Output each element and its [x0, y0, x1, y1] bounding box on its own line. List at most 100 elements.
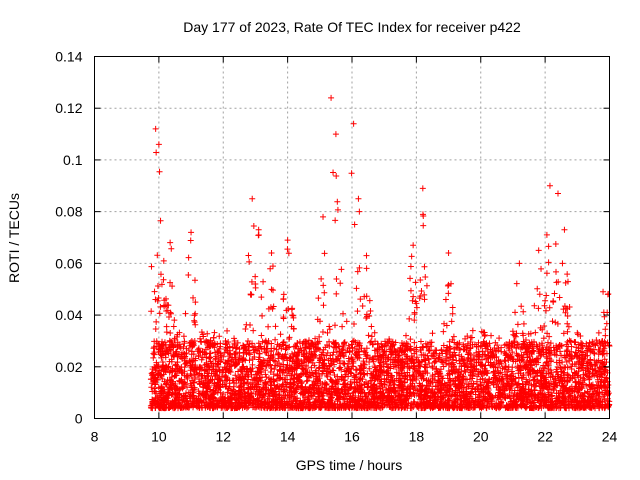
data-point — [169, 283, 176, 290]
data-point — [407, 275, 414, 282]
data-point — [318, 275, 325, 282]
data-point — [294, 356, 301, 363]
data-point — [180, 333, 187, 340]
data-point — [518, 303, 525, 310]
data-point — [280, 315, 287, 322]
data-point — [311, 390, 318, 397]
data-point — [545, 243, 552, 250]
data-point — [334, 198, 341, 205]
data-point — [160, 276, 167, 283]
data-point — [280, 295, 287, 302]
data-point — [512, 309, 519, 316]
data-point — [171, 317, 178, 324]
data-point — [185, 271, 192, 278]
data-point — [332, 217, 339, 224]
data-point — [442, 296, 449, 303]
data-point — [217, 340, 224, 347]
data-point — [514, 321, 521, 328]
data-point — [553, 268, 560, 275]
data-point — [277, 331, 284, 338]
data-point — [286, 335, 293, 342]
data-point — [152, 326, 159, 333]
data-point — [333, 172, 340, 179]
data-point — [267, 265, 274, 272]
data-point — [363, 265, 370, 272]
data-point — [349, 338, 356, 345]
data-point — [191, 317, 198, 324]
data-point — [408, 253, 415, 260]
data-point — [246, 258, 253, 265]
data-point — [420, 222, 427, 229]
data-point — [211, 329, 218, 336]
data-point — [320, 282, 327, 289]
data-point — [550, 297, 557, 304]
data-point — [191, 319, 198, 326]
data-point — [368, 323, 375, 330]
data-point — [551, 290, 558, 297]
data-point — [409, 297, 416, 304]
data-point — [547, 352, 554, 359]
data-point — [326, 323, 333, 330]
data-point — [190, 294, 197, 301]
data-point — [461, 367, 468, 374]
data-point — [406, 315, 413, 322]
data-point — [150, 350, 157, 357]
data-point — [478, 328, 485, 335]
data-point — [191, 312, 198, 319]
data-point — [543, 292, 550, 299]
data-point — [260, 278, 267, 285]
data-point — [341, 340, 348, 347]
data-point — [367, 307, 374, 314]
data-point — [242, 326, 249, 333]
data-point — [192, 321, 199, 328]
data-point — [269, 263, 276, 270]
data-point — [538, 265, 545, 272]
data-point — [549, 318, 556, 325]
data-point — [421, 291, 428, 298]
data-point — [231, 335, 238, 342]
data-point — [354, 308, 361, 315]
data-point — [333, 290, 340, 297]
data-point — [602, 332, 609, 339]
data-point — [289, 305, 296, 312]
data-point — [259, 312, 266, 319]
data-point — [267, 304, 274, 311]
data-point — [496, 335, 503, 342]
data-point — [285, 250, 292, 257]
data-point — [216, 333, 223, 340]
data-point — [154, 252, 161, 259]
data-point — [545, 365, 552, 372]
data-point — [168, 245, 175, 252]
data-point — [407, 263, 414, 270]
data-point — [357, 296, 364, 303]
data-point — [413, 304, 420, 311]
data-point — [197, 338, 204, 345]
data-point — [262, 349, 269, 356]
data-point — [319, 329, 326, 336]
data-point — [265, 323, 272, 330]
data-point — [545, 259, 552, 266]
data-point — [513, 280, 520, 287]
data-point — [407, 287, 414, 294]
data-point — [158, 281, 165, 288]
data-point — [316, 364, 323, 371]
data-point — [320, 302, 327, 309]
data-point — [547, 340, 554, 347]
data-point — [429, 330, 436, 337]
data-point — [560, 330, 567, 337]
data-point — [339, 323, 346, 330]
data-point — [243, 321, 250, 328]
data-point — [157, 303, 164, 310]
data-point — [542, 307, 549, 314]
data-point — [351, 221, 358, 228]
data-point — [155, 295, 162, 302]
data-point — [247, 291, 254, 298]
data-point — [164, 301, 171, 308]
data-point — [284, 246, 291, 253]
data-point — [181, 364, 188, 371]
data-point — [543, 270, 550, 277]
data-point — [321, 250, 328, 257]
data-point — [448, 318, 455, 325]
data-point — [167, 329, 174, 336]
data-point — [331, 322, 338, 329]
